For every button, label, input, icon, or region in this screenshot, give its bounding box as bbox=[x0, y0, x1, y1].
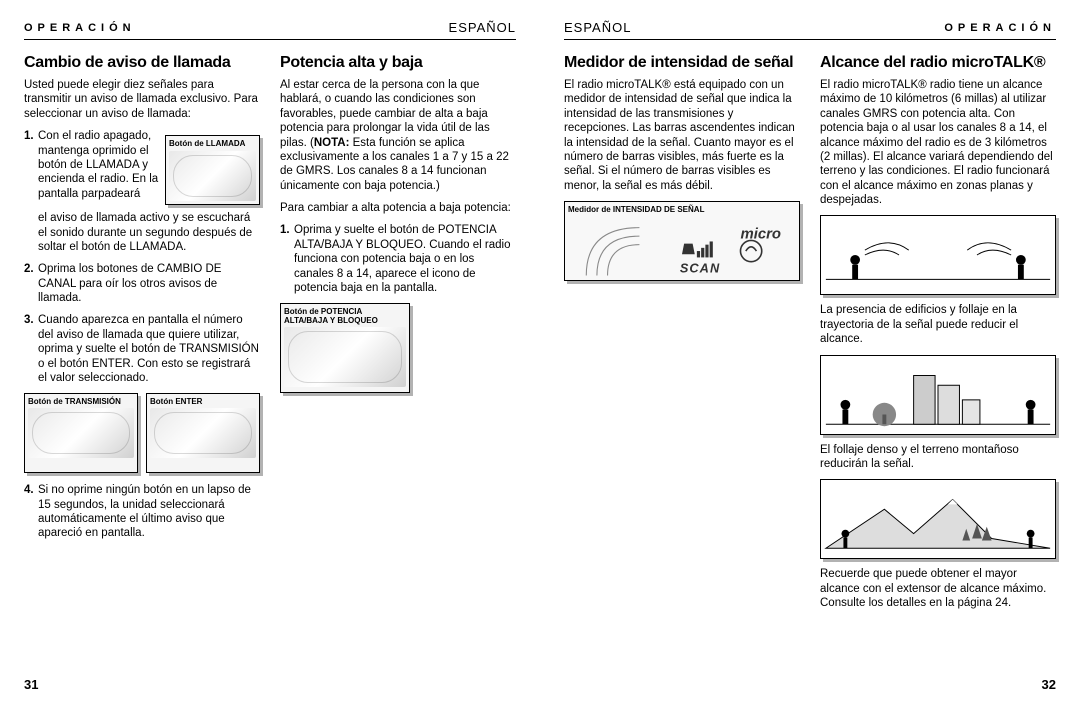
range-buildings-icon bbox=[821, 356, 1055, 434]
title-medidor: Medidor de intensidad de señal bbox=[564, 54, 800, 72]
title-cambio: Cambio de aviso de llamada bbox=[24, 54, 260, 72]
figure-enter: Botón ENTER bbox=[146, 393, 260, 473]
item1: Botón de LLAMADA Con el radio apagado, m… bbox=[24, 129, 260, 254]
intro-alcance: El radio microTALK® radio tiene un alcan… bbox=[820, 78, 1056, 207]
figure-range-flat bbox=[820, 215, 1056, 295]
device-art-icon bbox=[150, 408, 256, 458]
item4: Si no oprime ningún botón en un lapso de… bbox=[24, 483, 260, 541]
figure-range-buildings bbox=[820, 355, 1056, 435]
figure-range-mountain bbox=[820, 479, 1056, 559]
col-potencia: Potencia alta y baja Al estar cerca de l… bbox=[280, 54, 516, 549]
two-figures: Botón de TRANSMISIÓN Botón ENTER bbox=[24, 393, 260, 473]
header-lang-right: ESPAÑOL bbox=[564, 20, 631, 35]
item1-text-b: el aviso de llamada activo y se escuchar… bbox=[38, 212, 252, 253]
page-right: ESPAÑOL OPERACIÓN Medidor de intensidad … bbox=[540, 0, 1080, 708]
figure-potencia: Botón de POTENCIA ALTA/BAJA Y BLOQUEO bbox=[280, 303, 410, 393]
page-num-right: 32 bbox=[1042, 677, 1056, 692]
header-section-left: OPERACIÓN bbox=[24, 22, 136, 34]
col-medidor: Medidor de intensidad de señal El radio … bbox=[564, 54, 800, 618]
figure-enter-label: Botón ENTER bbox=[150, 397, 256, 406]
header-row-right: ESPAÑOL OPERACIÓN bbox=[564, 20, 1056, 40]
item3: Cuando aparezca en pantalla el número de… bbox=[24, 313, 260, 385]
brand-text: micro bbox=[740, 226, 781, 242]
device-art-icon bbox=[28, 408, 134, 458]
page-num-left: 31 bbox=[24, 677, 38, 692]
scan-text: SCAN bbox=[680, 260, 720, 275]
para2-potencia: Para cambiar a alta potencia a baja pote… bbox=[280, 201, 516, 215]
range-flat-icon bbox=[821, 216, 1055, 294]
figure-llamada: Botón de LLAMADA bbox=[165, 135, 260, 205]
cap3: El follaje denso y el terreno montañoso … bbox=[820, 443, 1056, 472]
intro-potencia: Al estar cerca de la persona con la que … bbox=[280, 78, 516, 193]
intro-cambio: Usted puede elegir diez señales para tra… bbox=[24, 78, 260, 121]
device-art-icon bbox=[284, 327, 406, 387]
nota-label: NOTA: bbox=[314, 137, 350, 149]
figure-potencia-label: Botón de POTENCIA ALTA/BAJA Y BLOQUEO bbox=[284, 307, 406, 325]
header-row: OPERACIÓN ESPAÑOL bbox=[24, 20, 516, 40]
figure-signal: Medidor de INTENSIDAD DE SEÑAL micro SCA… bbox=[564, 201, 800, 281]
item2: Oprima los botones de CAMBIO DE CANAL pa… bbox=[24, 262, 260, 305]
header-section-right: OPERACIÓN bbox=[944, 22, 1056, 34]
signal-meter-icon: micro SCAN bbox=[565, 217, 799, 281]
range-mountain-icon bbox=[821, 480, 1055, 558]
figure-llamada-label: Botón de LLAMADA bbox=[169, 139, 256, 149]
figure-signal-label: Medidor de INTENSIDAD DE SEÑAL bbox=[565, 202, 799, 217]
p-item1: Oprima y suelte el botón de POTENCIA ALT… bbox=[280, 223, 516, 295]
title-alcance: Alcance del radio microTALK® bbox=[820, 54, 1056, 72]
cap2: La presencia de edificios y follaje en l… bbox=[820, 303, 1056, 346]
body-medidor: El radio microTALK® está equipado con un… bbox=[564, 78, 800, 193]
col-alcance: Alcance del radio microTALK® El radio mi… bbox=[820, 54, 1056, 618]
page-left: OPERACIÓN ESPAÑOL Cambio de aviso de lla… bbox=[0, 0, 540, 708]
item1-text-a: Con el radio apagado, mantenga oprimido … bbox=[38, 130, 158, 200]
header-lang-left: ESPAÑOL bbox=[449, 20, 516, 35]
columns-right: Medidor de intensidad de señal El radio … bbox=[564, 54, 1056, 618]
figure-transmision: Botón de TRANSMISIÓN bbox=[24, 393, 138, 473]
columns-left: Cambio de aviso de llamada Usted puede e… bbox=[24, 54, 516, 549]
figure-transmision-label: Botón de TRANSMISIÓN bbox=[28, 397, 134, 406]
device-art-icon bbox=[169, 151, 256, 201]
outro-alcance: Recuerde que puede obtener el mayor alca… bbox=[820, 567, 1056, 610]
title-potencia: Potencia alta y baja bbox=[280, 54, 516, 72]
col-cambio-aviso: Cambio de aviso de llamada Usted puede e… bbox=[24, 54, 260, 549]
